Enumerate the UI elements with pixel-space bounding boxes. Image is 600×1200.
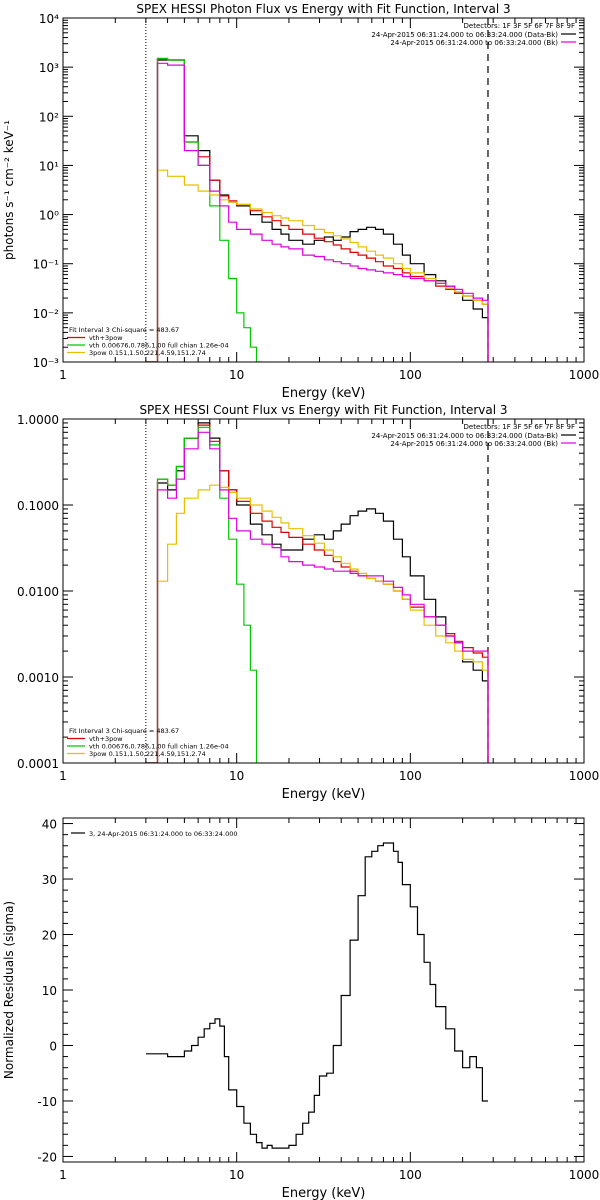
chart-title: SPEX HESSI Photon Flux vs Energy with Fi… <box>136 2 510 16</box>
x-tick-label: 1 <box>59 769 67 783</box>
fit-legend-label: vth 0.00676,0.786,1.00 full chian 1.26e-… <box>89 342 229 350</box>
y-tick-label: 40 <box>42 818 57 832</box>
axes-frame <box>62 418 585 764</box>
y-tick-label: 0 <box>49 1039 57 1053</box>
fit-legend-header: Fit Interval 3 Chi-square = 483.67 <box>69 727 179 735</box>
x-tick-label: 10 <box>229 769 244 783</box>
fit-legend-label: vth 0.00676,0.786,1.00 full chian 1.26e-… <box>89 743 229 751</box>
chart-2: SPEX HESSI Count Flux vs Energy with Fit… <box>17 403 599 802</box>
legend-detectors: Detectors: 1F 3F 5F 6F 7F 8F 9F <box>464 22 575 30</box>
y-tick-label: 10² <box>39 110 59 124</box>
y-tick-label: 10 <box>42 984 57 998</box>
axes-frame <box>62 17 585 363</box>
y-tick-label: 20 <box>42 929 57 943</box>
legend-entry-label: 24-Apr-2015 06:31:24.000 to 06:33:24.000… <box>371 432 558 440</box>
y-tick-label: 0.1000 <box>17 499 59 513</box>
fit-legend-header: Fit Interval 3 Chi-square = 483.67 <box>69 326 179 334</box>
legend-entry-label: 24-Apr-2015 06:31:24.000 to 06:33:24.000… <box>390 39 558 47</box>
x-tick-label: 1000 <box>569 1168 600 1182</box>
series-group <box>145 422 489 763</box>
series-group <box>145 842 488 1149</box>
chart-title: SPEX HESSI Count Flux vs Energy with Fit… <box>139 403 507 417</box>
y-axis-label: Normalized Residuals (sigma) <box>2 901 16 1079</box>
x-tick-label: 10 <box>229 1168 244 1182</box>
x-tick-label: 100 <box>399 769 422 783</box>
legend-entry-label: 24-Apr-2015 06:31:24.000 to 06:33:24.000… <box>371 31 558 39</box>
y-tick-label: 10⁰ <box>39 209 59 223</box>
series-line-5 <box>145 62 489 362</box>
fit-legend-label: vth+3pow <box>89 334 123 342</box>
legend-detectors: Detectors: 1F 3F 5F 6F 7F 8F 9F <box>464 423 575 431</box>
series-line-2 <box>145 57 489 362</box>
series-line-4 <box>145 169 489 362</box>
y-tick-label: 10⁻² <box>33 307 60 321</box>
y-tick-label: 10³ <box>39 61 59 75</box>
x-axis-label: Energy (keV) <box>282 1186 366 1200</box>
y-tick-label: 1.0000 <box>17 413 59 427</box>
x-tick-label: 1000 <box>569 368 600 382</box>
fit-legend-label: vth+3pow <box>89 735 123 743</box>
x-axis-label: Energy (keV) <box>282 787 366 802</box>
series-line-1 <box>145 842 488 1149</box>
y-tick-label: -20 <box>37 1150 57 1164</box>
y-tick-label: 10¹ <box>39 159 59 173</box>
series-line-2 <box>145 424 489 763</box>
x-tick-label: 100 <box>399 368 422 382</box>
x-axis-label: Energy (keV) <box>282 386 366 401</box>
x-tick-label: 100 <box>399 1168 422 1182</box>
series-group <box>145 57 489 362</box>
y-tick-label: 10⁴ <box>39 12 59 26</box>
series-line-4 <box>145 484 489 763</box>
series-line-3 <box>145 57 262 362</box>
x-tick-label: 1 <box>59 1168 67 1182</box>
x-tick-label: 10 <box>229 368 244 382</box>
series-line-1 <box>145 59 489 362</box>
y-tick-label: -10 <box>37 1095 57 1109</box>
y-tick-label: 0.0010 <box>17 671 59 685</box>
axes-frame <box>62 817 585 1163</box>
legend-label: 3, 24-Apr-2015 06:31:24.000 to 06:33:24.… <box>89 830 238 838</box>
y-axis-label: photons s⁻¹ cm⁻² keV⁻¹ <box>2 120 16 260</box>
chart-1: SPEX HESSI Photon Flux vs Energy with Fi… <box>2 2 599 401</box>
legend-entry-label: 24-Apr-2015 06:31:24.000 to 06:33:24.000… <box>390 440 558 448</box>
series-line-3 <box>145 426 258 763</box>
series-line-5 <box>145 431 489 763</box>
y-tick-label: 10⁻³ <box>33 356 60 370</box>
x-tick-label: 1000 <box>569 769 600 783</box>
y-tick-label: 0.0001 <box>17 757 59 771</box>
y-tick-label: 0.0100 <box>17 585 59 599</box>
chart-3: 1 10 100 1000 Energy (keV) -20 -10 0 10 20 30 40 Nor… <box>2 817 600 1200</box>
series-line-1 <box>145 422 489 763</box>
fit-legend-label: 3pow 0.151,1.50,221,4.59,151,2.74 <box>89 349 206 357</box>
y-tick-label: 10⁻¹ <box>33 258 60 272</box>
y-tick-label: 30 <box>42 873 57 887</box>
x-tick-label: 1 <box>59 368 67 382</box>
fit-legend-label: 3pow 0.151,1.50,221,4.59,151,2.74 <box>89 750 206 758</box>
